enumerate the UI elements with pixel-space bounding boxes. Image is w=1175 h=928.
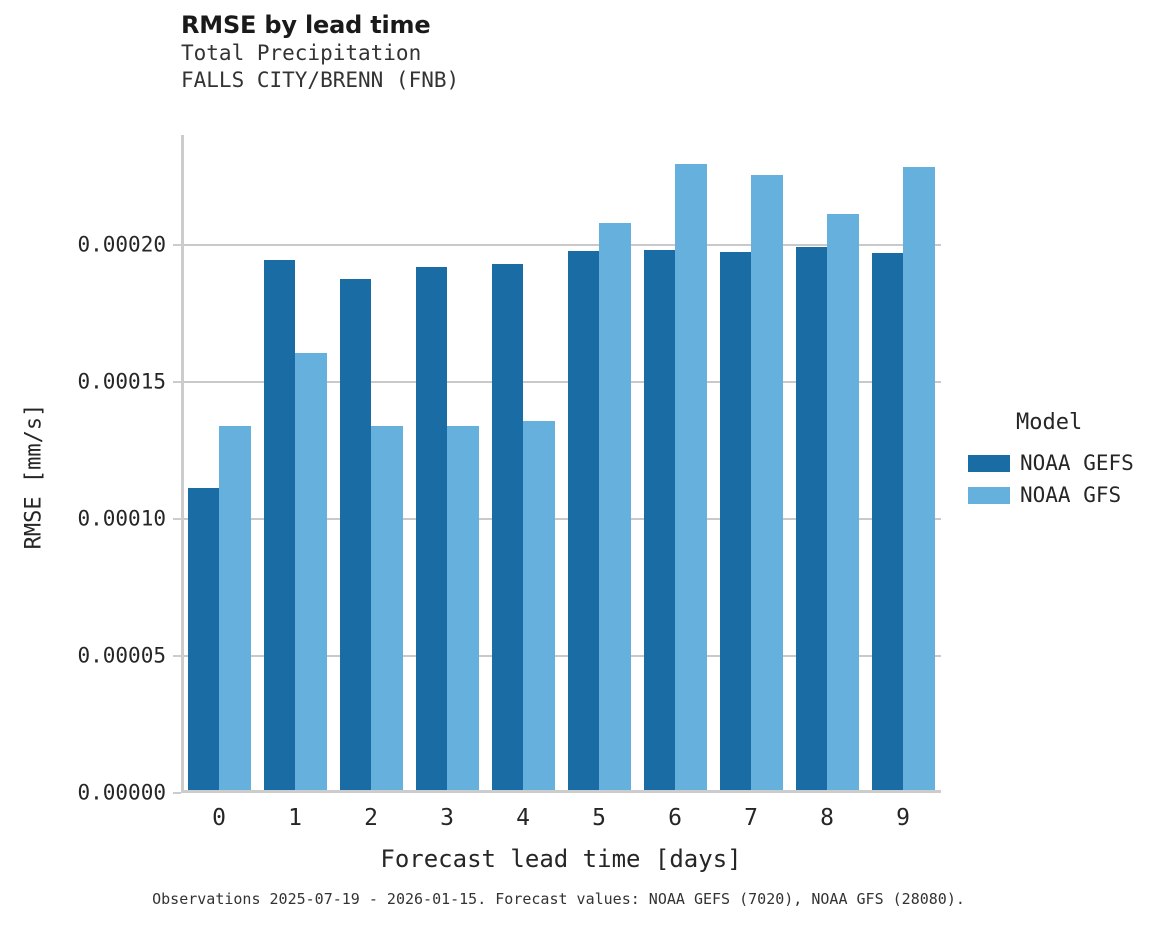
bar — [871, 253, 903, 793]
y-axis-tick — [173, 654, 181, 657]
bar — [567, 251, 599, 793]
y-axis-tick-label: 0.00010 — [77, 506, 166, 531]
y-axis-tick-label: 0.00000 — [77, 780, 166, 805]
title-block: RMSE by lead time Total Precipitation FA… — [181, 10, 961, 94]
x-axis-tick-labels: 0 1 2 3 4 5 6 7 8 9 — [181, 805, 941, 835]
x-axis-tick-label: 4 — [516, 805, 530, 831]
bar — [827, 213, 859, 793]
gridline — [181, 654, 941, 657]
axis-spines — [181, 135, 941, 793]
gridline — [181, 243, 941, 246]
legend-swatch-icon — [968, 486, 1010, 504]
bar — [719, 251, 751, 793]
bar — [219, 426, 251, 793]
y-axis-tick — [173, 792, 181, 794]
bar — [295, 353, 327, 793]
bar — [903, 166, 935, 793]
bars-layer — [181, 135, 941, 793]
bar — [263, 259, 295, 793]
bar — [415, 266, 447, 793]
legend-item-label: NOAA GFS — [1020, 483, 1122, 507]
y-axis-tick — [173, 243, 181, 246]
y-axis-tick — [173, 517, 181, 520]
gridline — [181, 380, 941, 383]
y-axis-label: RMSE [mm/s] — [21, 403, 47, 550]
bar — [523, 421, 555, 793]
x-axis-tick-label: 0 — [212, 805, 226, 831]
footnote: Observations 2025-07-19 - 2026-01-15. Fo… — [152, 890, 965, 908]
y-axis-tick-labels: 0.00000 0.00005 0.00010 0.00015 0.00020 — [0, 135, 166, 803]
plot-area — [173, 135, 941, 794]
bar — [447, 426, 479, 793]
legend-item[interactable]: NOAA GEFS — [968, 447, 1175, 479]
bar — [795, 247, 827, 793]
x-axis-tick-label: 6 — [668, 805, 682, 831]
bar — [599, 222, 631, 793]
legend: Model NOAA GEFS NOAA GFS — [968, 410, 1175, 511]
x-axis-tick-label: 9 — [896, 805, 910, 831]
x-axis-label: Forecast lead time [days] — [380, 845, 742, 873]
bar — [491, 263, 523, 793]
bar — [339, 278, 371, 793]
x-axis-tick-label: 3 — [440, 805, 454, 831]
x-axis-tick-label: 8 — [820, 805, 834, 831]
y-axis-tick-label: 0.00020 — [77, 232, 166, 257]
bar — [675, 164, 707, 793]
legend-title: Model — [1016, 410, 1083, 435]
bar — [187, 487, 219, 793]
y-axis-tick-label: 0.00015 — [77, 369, 166, 394]
legend-item-label: NOAA GEFS — [1020, 451, 1134, 475]
bar — [751, 175, 783, 793]
legend-item[interactable]: NOAA GFS — [968, 479, 1175, 511]
x-axis-tick-label: 7 — [744, 805, 758, 831]
y-axis-tick-label: 0.00005 — [77, 643, 166, 668]
gridline — [181, 517, 941, 520]
bar — [643, 250, 675, 793]
chart-subtitle-station: FALLS CITY/BRENN (FNB) — [181, 68, 460, 92]
x-axis-tick-label: 1 — [288, 805, 302, 831]
x-axis-tick-label: 2 — [364, 805, 378, 831]
chart-subtitle-variable: Total Precipitation — [181, 41, 422, 65]
legend-swatch-icon — [968, 454, 1010, 472]
bar — [371, 426, 403, 793]
y-axis-tick — [173, 380, 181, 383]
page-title: RMSE by lead time — [181, 11, 431, 39]
x-axis-tick-label: 5 — [592, 805, 606, 831]
legend-entries: NOAA GEFS NOAA GFS — [968, 447, 1175, 511]
